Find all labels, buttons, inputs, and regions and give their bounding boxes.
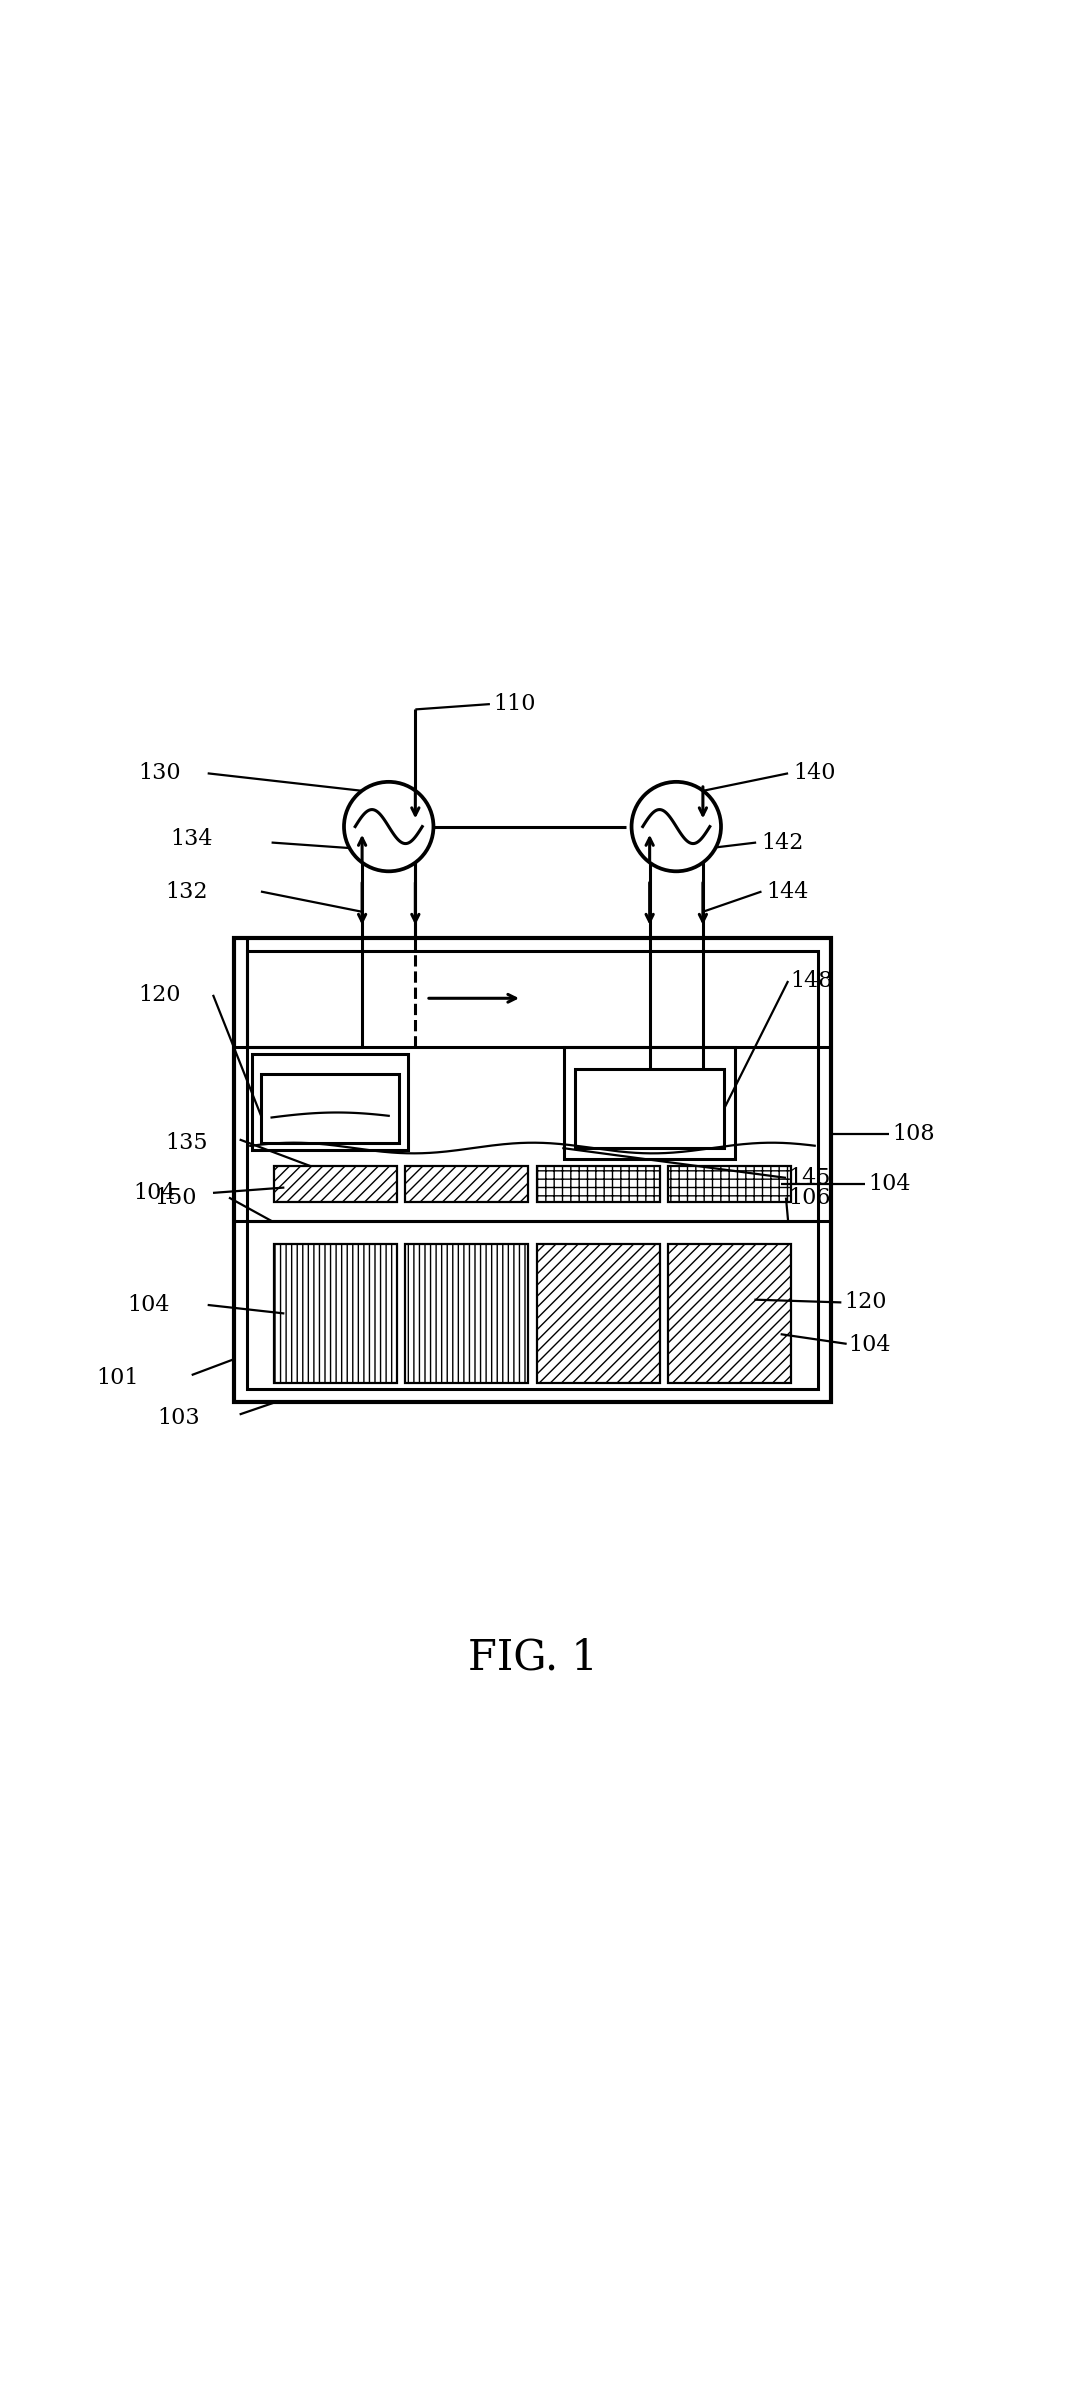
Text: 135: 135 (165, 1132, 208, 1153)
Text: 104: 104 (133, 1182, 176, 1204)
Bar (537, 1165, 659, 1201)
Bar (575, 1067, 724, 1149)
Text: 130: 130 (138, 762, 181, 783)
Text: 110: 110 (493, 693, 536, 714)
Text: 103: 103 (158, 1407, 200, 1428)
Text: 120: 120 (845, 1292, 887, 1313)
Bar (247, 950, 818, 1390)
Bar (669, 1244, 791, 1383)
Bar (669, 1165, 791, 1201)
Text: 101: 101 (96, 1368, 138, 1390)
Text: 104: 104 (868, 1173, 911, 1194)
Text: 150: 150 (154, 1187, 197, 1208)
Circle shape (632, 781, 721, 872)
Text: 108: 108 (892, 1122, 935, 1146)
Text: 104: 104 (128, 1294, 170, 1316)
Text: 134: 134 (170, 829, 213, 850)
Bar (405, 1165, 528, 1201)
Bar (274, 1165, 396, 1201)
Bar (261, 1075, 399, 1144)
Text: 144: 144 (767, 881, 809, 903)
Text: 148: 148 (790, 970, 833, 991)
Circle shape (344, 781, 433, 872)
Text: 104: 104 (849, 1335, 891, 1356)
Text: 140: 140 (793, 762, 836, 783)
Text: 120: 120 (138, 984, 181, 1005)
Bar (274, 1244, 396, 1383)
Text: FIG. 1: FIG. 1 (468, 1636, 597, 1679)
Bar (537, 1244, 659, 1383)
Bar (564, 1048, 735, 1158)
Text: 142: 142 (761, 831, 804, 853)
Bar (252, 1053, 408, 1149)
Text: 145: 145 (788, 1168, 831, 1189)
Bar (234, 938, 831, 1402)
Text: 132: 132 (165, 881, 208, 903)
Bar (405, 1244, 528, 1383)
Text: 106: 106 (788, 1187, 831, 1208)
